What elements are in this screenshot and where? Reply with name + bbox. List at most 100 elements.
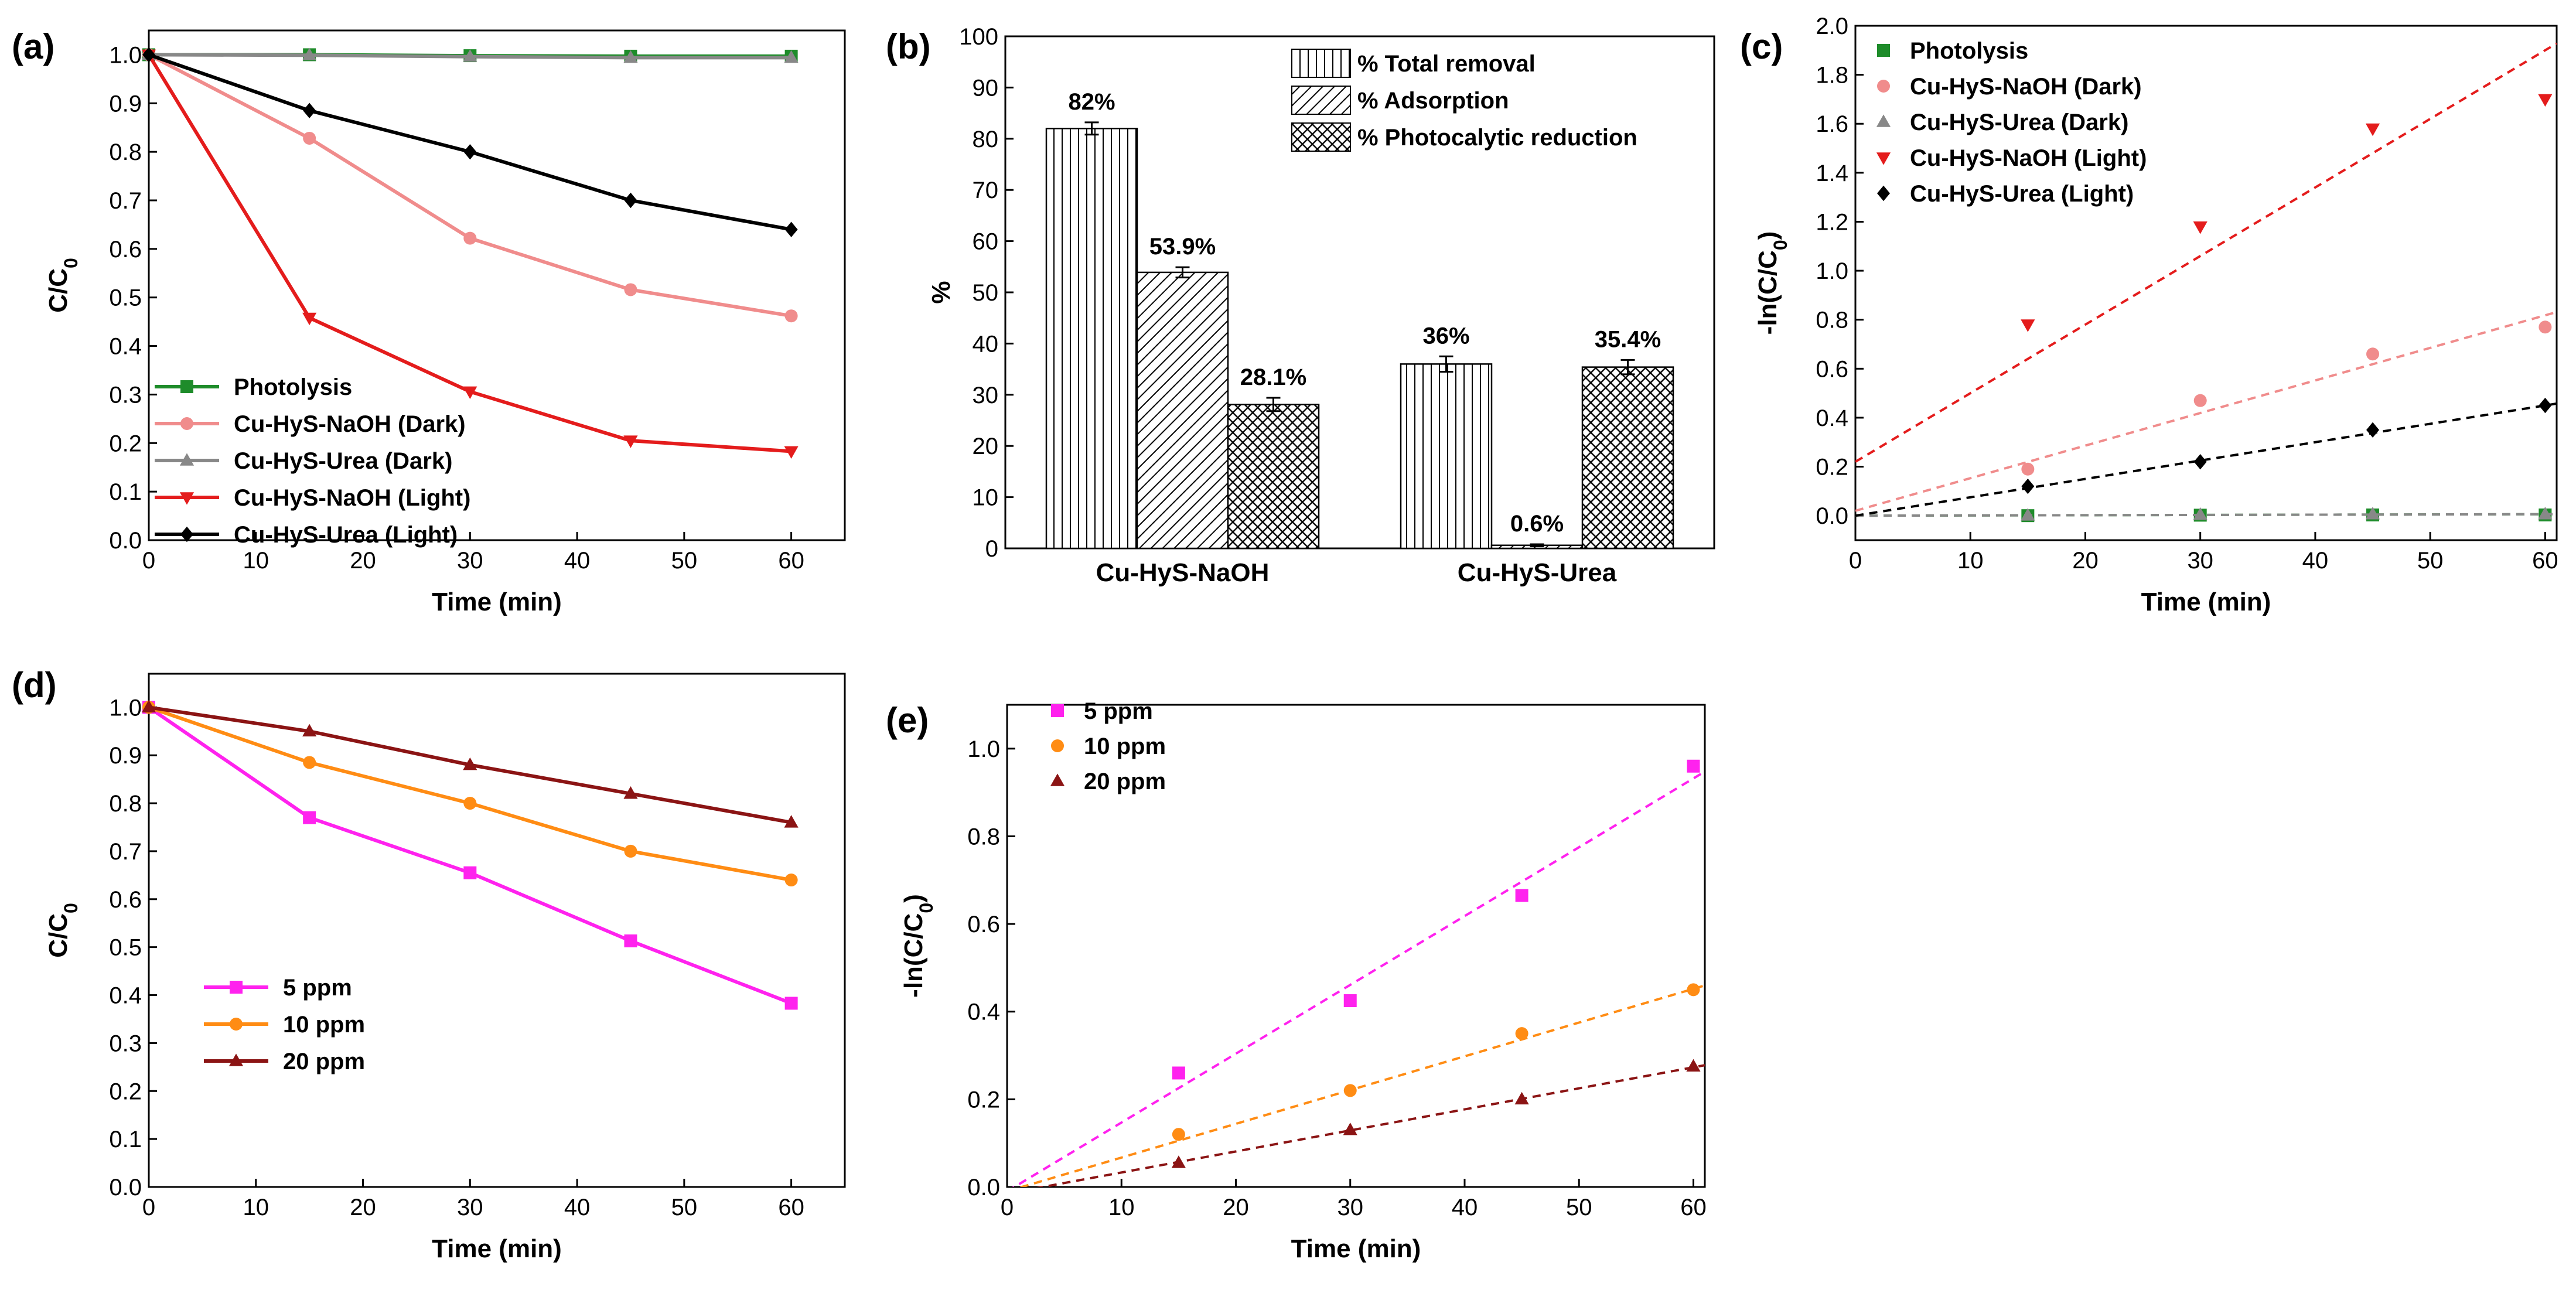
data-label: 82%: [1068, 89, 1115, 115]
legend-label: Cu-HyS-Urea (Light): [1910, 181, 2134, 207]
data-point: [463, 144, 477, 160]
data-point: [303, 811, 316, 824]
series-10-ppm: [1018, 983, 1705, 1187]
legend-item-photocalytic-reduction: % Photocalytic reduction: [1291, 122, 1637, 152]
data-point: [2539, 320, 2552, 334]
data-point: [1686, 1059, 1701, 1072]
y-tick-label: 0.5: [109, 285, 142, 311]
y-tick-label: 0.1: [109, 479, 142, 505]
data-point: [623, 786, 638, 799]
data-point: [624, 283, 637, 296]
data-point: [2366, 347, 2380, 361]
data-point: [303, 756, 316, 769]
data-label: 36%: [1422, 323, 1469, 349]
y-tick-label: 0.4: [967, 999, 1000, 1025]
y-tick-label: 1.2: [1816, 209, 1848, 235]
legend-marker: [1877, 80, 1890, 93]
panel-c: 0 10 20 30 40 50 60 0.0 0.2 0.4 0.6 0.8 1.0 1.2 1.4 1.6…: [1740, 13, 2558, 616]
y-tick-label: 2.0: [1816, 13, 1848, 39]
legend-item-photolysis: Photolysis: [1877, 38, 2028, 64]
data-point: [2021, 462, 2035, 476]
data-point: [303, 131, 316, 145]
panel-label: (a): [12, 27, 54, 66]
data-point: [1343, 994, 1357, 1008]
y-tick-label: 0.4: [109, 983, 142, 1009]
y-tick-label: 0.3: [109, 1031, 142, 1056]
data-point: [463, 49, 477, 62]
data-point: [1514, 1091, 1529, 1105]
y-tick-label: 0.2: [109, 431, 142, 456]
legend-label: 5 ppm: [283, 975, 352, 1001]
fit-line: [1018, 984, 1705, 1187]
x-tick-label: 10: [243, 548, 269, 574]
data-point: [2539, 397, 2552, 414]
legend-marker: [1877, 185, 1890, 202]
x-tick-label: 30: [457, 1195, 483, 1220]
data-point: [1343, 1084, 1357, 1097]
y-tick-label: 1.6: [1816, 111, 1848, 137]
data-point: [623, 50, 638, 63]
legend-item-cu-hys-naoh-light: Cu-HyS-NaOH (Light): [1876, 145, 2147, 171]
y-tick-label: 1.0: [1816, 258, 1848, 284]
y-tick-label: 0.6: [109, 237, 142, 262]
y-axis-label: %: [927, 281, 956, 303]
data-point: [1172, 1066, 1185, 1080]
series-5-ppm: [142, 701, 798, 1010]
y-tick-label: 0.2: [1816, 455, 1848, 480]
y-tick-label: 0.7: [109, 839, 142, 865]
panel-label: (c): [1740, 27, 1783, 66]
x-tick-label: 30: [457, 548, 483, 574]
data-point: [463, 231, 477, 245]
plot-frame: [1854, 25, 2558, 541]
data-point: [1687, 983, 1700, 997]
legend-label: Cu-HyS-NaOH (Dark): [234, 411, 466, 437]
legend-marker: [1051, 739, 1064, 752]
category-label: Cu-HyS-Urea: [1458, 558, 1617, 587]
legend-marker: [1876, 152, 1891, 165]
legend-marker: [180, 417, 193, 430]
y-tick-label: 90: [973, 75, 999, 101]
x-tick-label: 60: [778, 1195, 804, 1220]
data-label: 35.4%: [1595, 326, 1661, 352]
fit-line: [1855, 42, 2557, 463]
series-5-ppm: [1012, 759, 1705, 1187]
legend-marker: [230, 981, 243, 994]
plot-frame: [148, 673, 846, 1188]
y-tick-label: 0.6: [967, 912, 1000, 937]
y-tick-label: 0.4: [109, 334, 142, 360]
data-point: [624, 934, 637, 948]
legend-label: Photolysis: [1910, 38, 2028, 64]
y-tick-label: 0.2: [967, 1087, 1000, 1113]
legend-label: % Total removal: [1357, 51, 1536, 77]
y-tick-label: 1.0: [109, 695, 142, 721]
bar-rect: [1581, 366, 1674, 550]
y-axis-label: C/C0: [44, 903, 81, 958]
plot-frame: [1006, 704, 1706, 1188]
series-line: [148, 53, 792, 231]
legend-item-total-removal: % Total removal: [1291, 49, 1536, 78]
x-tick-label: 10: [1108, 1195, 1135, 1220]
panel-a: 0 10 20 30 40 50 60 0.0 0.1 0.2 0.3 0.4 0.5 0.6 0.7 0.8…: [12, 27, 846, 616]
data-point: [784, 815, 799, 828]
legend-item-photolysis: Photolysis: [155, 374, 352, 400]
legend-item-cu-hys-urea-light: Cu-HyS-Urea (Light): [1877, 181, 2134, 207]
category-label: Cu-HyS-NaOH: [1096, 558, 1270, 587]
bar-adsorption-cu-hys-urea: 0.6%: [1490, 511, 1584, 550]
series-20-ppm: [141, 700, 799, 828]
legend-item-10-ppm: 10 ppm: [1051, 734, 1166, 759]
y-tick-label: 20: [973, 434, 999, 459]
y-tick-label: 0.8: [967, 824, 1000, 850]
legend-item-cu-hys-urea-dark: Cu-HyS-Urea (Dark): [155, 448, 452, 474]
y-tick-label: 0.0: [967, 1175, 1000, 1200]
data-point: [624, 192, 637, 209]
x-tick-label: 40: [1452, 1195, 1478, 1220]
x-axis-label: Time (min): [432, 1234, 562, 1263]
y-axis-label: -ln(C/C0): [1753, 231, 1791, 335]
data-point: [784, 874, 798, 887]
bar-rect: [1136, 271, 1229, 550]
x-tick-label: 10: [1957, 548, 1984, 574]
y-tick-label: 0.9: [109, 91, 142, 117]
panel-b: 0 10 20 30 40 50 60 70 80 90 100% (b) Cu-HyS-NaOH 82%…: [886, 24, 1715, 587]
bar-photocalytic-reduction-cu-hys-naoh: 28.1%: [1227, 364, 1320, 550]
legend-swatch: [1291, 86, 1351, 115]
